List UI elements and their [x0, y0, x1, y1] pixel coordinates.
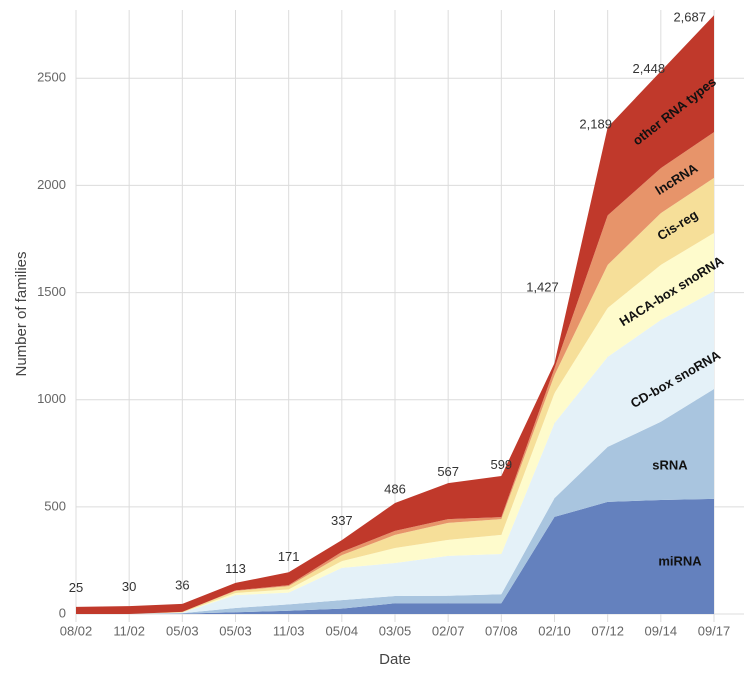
total-label: 30 — [122, 579, 136, 594]
total-label: 1,427 — [526, 280, 559, 295]
x-tick-label: 07/12 — [591, 623, 624, 638]
x-tick-label: 05/03 — [166, 623, 199, 638]
total-label: 599 — [490, 457, 512, 472]
y-tick-label: 1000 — [37, 391, 66, 406]
x-tick-label: 08/02 — [60, 623, 93, 638]
x-tick-label: 05/03 — [219, 623, 252, 638]
y-tick-label: 500 — [44, 498, 66, 513]
x-tick-label: 07/08 — [485, 623, 518, 638]
total-label: 113 — [225, 561, 246, 576]
areas — [76, 15, 714, 615]
y-tick-label: 2500 — [37, 70, 66, 85]
total-label: 2,189 — [579, 116, 612, 131]
area — [76, 132, 714, 615]
total-label: 567 — [437, 464, 459, 479]
y-tick-label: 0 — [59, 605, 66, 620]
area — [76, 291, 714, 614]
series-label: sRNA — [652, 457, 688, 472]
total-label: 2,448 — [633, 61, 666, 76]
total-label: 2,687 — [673, 10, 706, 25]
series-label: miRNA — [658, 553, 702, 568]
x-tick-label: 11/03 — [273, 623, 305, 638]
x-tick-label: 11/02 — [113, 623, 145, 638]
total-label: 25 — [69, 580, 83, 595]
y-tick-label: 2000 — [37, 177, 66, 192]
y-axis-title: Number of families — [13, 251, 30, 376]
x-axis-title: Date — [379, 651, 411, 668]
x-tick-label: 09/14 — [645, 623, 678, 638]
total-label: 486 — [384, 481, 406, 496]
y-tick-label: 1500 — [37, 284, 66, 299]
x-tick-label: 02/07 — [432, 623, 465, 638]
x-tick-label: 05/04 — [326, 623, 359, 638]
total-label: 36 — [175, 578, 189, 593]
area — [76, 498, 714, 614]
x-tick-label: 02/10 — [538, 623, 571, 638]
x-tick-label: 09/17 — [698, 623, 731, 638]
total-label: 171 — [278, 549, 300, 564]
area — [76, 389, 714, 614]
total-label: 337 — [331, 513, 353, 528]
x-tick-label: 03/05 — [379, 623, 412, 638]
